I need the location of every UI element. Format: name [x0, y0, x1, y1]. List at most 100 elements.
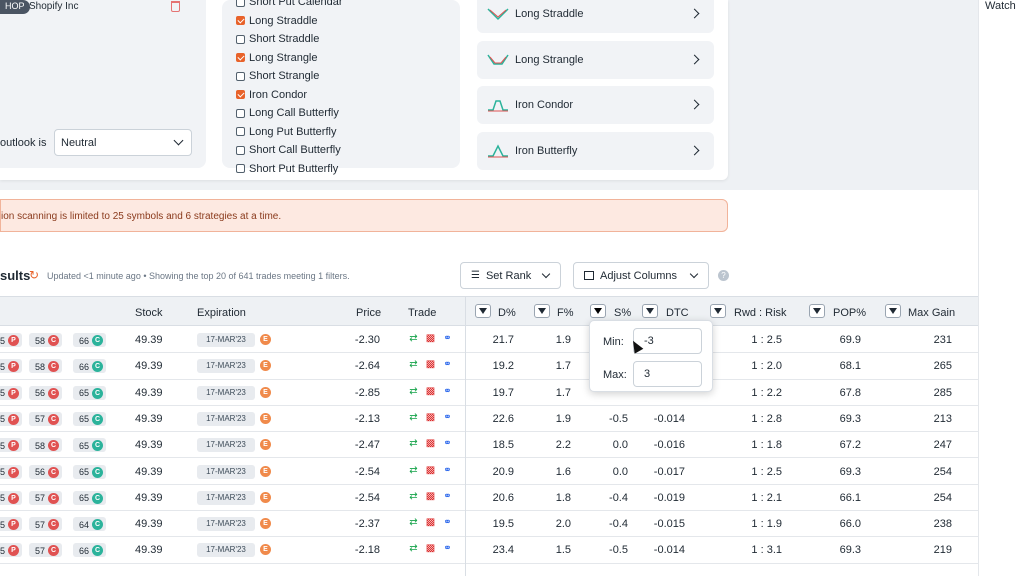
strategy-option[interactable]: Iron Condor [236, 86, 343, 105]
swap-icon[interactable]: ⇄ [409, 333, 418, 344]
swap-icon[interactable]: ⇄ [409, 385, 418, 397]
table-row[interactable]: 5 P 57 C 65 C 49.39 17-MAR'23 E -2.54 ⇄ ▩ ⚭ 20.6 1.8 -0… [0, 485, 978, 512]
col-reward-risk[interactable]: Rwd : Risk [734, 307, 787, 319]
symbol-badge[interactable]: HOP [0, 0, 30, 14]
set-rank-button[interactable]: ☰ Set Rank [460, 262, 561, 289]
link-icon[interactable]: ⚭ [443, 543, 452, 555]
col-stock[interactable]: Stock [135, 307, 163, 319]
checkbox[interactable] [236, 127, 245, 137]
chart-icon[interactable]: ▩ [425, 333, 436, 344]
col-trade[interactable]: Trade [408, 307, 437, 319]
chart-icon[interactable]: ▩ [425, 490, 436, 502]
link-icon[interactable]: ⚭ [443, 333, 452, 344]
link-icon[interactable]: ⚭ [443, 411, 452, 423]
table-row[interactable]: 5 P 58 C 66 C 49.39 17-MAR'23 E -2.64 ⇄ ▩ ⚭ 19.2 1.7 1 … [0, 353, 978, 380]
chart-icon[interactable]: ▩ [425, 543, 436, 555]
col-price[interactable]: Price [356, 307, 382, 319]
strategy-option[interactable]: Long Put Butterfly [236, 123, 343, 142]
table-row[interactable]: 5 P 57 C 64 C 49.39 17-MAR'23 E -2.37 ⇄ ▩ ⚭ 19.5 2.0 -0… [0, 511, 978, 538]
checkbox[interactable] [236, 0, 245, 7]
trade-actions: ⇄ ▩ ⚭ [408, 359, 453, 370]
table-row[interactable]: 5 P 56 C 65 C 49.39 17-MAR'23 E -2.85 ⇄ ▩ ⚭ 19.7 1.7 1 … [0, 380, 978, 406]
max-input[interactable]: 3 [633, 361, 702, 387]
call-long-icon: C [92, 413, 104, 425]
expiration-badge: 17-MAR'23 [197, 517, 255, 532]
chart-icon[interactable]: ▩ [425, 359, 436, 371]
col-d-pct[interactable]: D% [498, 307, 516, 319]
filter-icon[interactable] [642, 304, 658, 318]
col-dtc[interactable]: DTC [666, 307, 689, 319]
trash-icon[interactable] [171, 1, 180, 12]
table-row[interactable]: 5 P 57 C 66 C 49.39 17-MAR'23 E -2.18 ⇄ ▩ ⚭ 23.4 1.5 -0… [0, 537, 978, 564]
stock-price: 49.39 [135, 386, 163, 399]
strategy-config-card: HOP Shopify Inc outlook is Neutral Short… [0, 0, 728, 180]
checkbox[interactable] [236, 108, 245, 118]
checkbox[interactable] [236, 71, 245, 81]
table-row[interactable]: 5 P 56 C 65 C 49.39 17-MAR'23 E -2.54 ⇄ ▩ ⚭ 20.9 1.6 0.… [0, 459, 978, 485]
link-icon[interactable]: ⚭ [443, 490, 452, 502]
checkbox[interactable] [236, 164, 245, 174]
filter-active-icon[interactable] [590, 304, 606, 318]
checkbox[interactable] [236, 16, 245, 26]
strategy-option[interactable]: Short Straddle [236, 30, 343, 49]
chart-icon[interactable]: ▩ [425, 438, 436, 450]
strategy-option[interactable]: Long Straddle [236, 12, 343, 31]
strategy-option[interactable]: Long Call Butterfly [236, 104, 343, 123]
chart-icon[interactable]: ▩ [425, 464, 436, 476]
max-gain-value: 285 [933, 386, 952, 399]
call-long-icon: C [92, 519, 104, 531]
link-icon[interactable]: ⚭ [443, 385, 452, 397]
swap-icon[interactable]: ⇄ [409, 411, 418, 423]
col-pop-pct[interactable]: POP% [833, 307, 867, 319]
filter-icon[interactable] [809, 304, 825, 318]
swap-icon[interactable]: ⇄ [409, 464, 418, 476]
filter-icon[interactable] [534, 304, 550, 318]
link-icon[interactable]: ⚭ [443, 464, 452, 476]
link-icon[interactable]: ⚭ [443, 438, 452, 450]
col-max-gain[interactable]: Max Gain [908, 307, 956, 319]
watch-title[interactable]: Watch [985, 0, 1016, 12]
strategy-option[interactable]: Short Put Calendar [236, 0, 343, 12]
chart-icon[interactable]: ▩ [425, 517, 436, 529]
filter-icon[interactable] [885, 304, 901, 318]
strategy-option[interactable]: Short Put Butterfly [236, 160, 343, 179]
chevron-right-icon [689, 145, 700, 156]
checkbox[interactable] [236, 53, 245, 63]
leg-strike: 5 [0, 414, 6, 425]
table-row[interactable]: 5 P 58 C 66 C 49.39 17-MAR'23 E -2.30 ⇄ ▩ ⚭ 21.7 1.9 1 … [0, 327, 978, 354]
col-expiration[interactable]: Expiration [197, 307, 246, 319]
put-icon: P [8, 545, 20, 557]
swap-icon[interactable]: ⇄ [409, 517, 418, 529]
strategy-button-long-straddle[interactable]: Long Straddle [477, 0, 714, 33]
chart-icon[interactable]: ▩ [425, 411, 436, 423]
outlook-select[interactable]: Neutral [54, 129, 192, 156]
link-icon[interactable]: ⚭ [443, 517, 452, 529]
swap-icon[interactable]: ⇄ [409, 490, 418, 502]
leg-strike: 5 [0, 493, 6, 504]
strategy-option[interactable]: Short Strangle [236, 67, 343, 86]
chart-icon[interactable]: ▩ [425, 385, 436, 397]
swap-icon[interactable]: ⇄ [409, 543, 418, 555]
filter-icon[interactable] [475, 304, 491, 318]
strategy-button-long-strangle[interactable]: Long Strangle [477, 41, 714, 79]
link-icon[interactable]: ⚭ [443, 359, 452, 371]
strategy-button-iron-condor[interactable]: Iron Condor [477, 86, 714, 124]
swap-icon[interactable]: ⇄ [409, 359, 418, 371]
table-row[interactable]: 5 P 58 C 65 C 49.39 17-MAR'23 E -2.47 ⇄ ▩ ⚭ 18.5 2.2 0.… [0, 432, 978, 459]
stock-price: 49.39 [135, 544, 163, 557]
adjust-columns-button[interactable]: Adjust Columns [573, 262, 709, 289]
refresh-icon[interactable]: ↻ [29, 268, 40, 282]
strategy-option[interactable]: Short Call Butterfly [236, 141, 343, 160]
strategy-option[interactable]: Long Strangle [236, 49, 343, 68]
strategy-button-iron-butterfly[interactable]: Iron Butterfly [477, 132, 714, 170]
checkbox[interactable] [236, 145, 245, 155]
help-icon[interactable]: ? [718, 270, 729, 281]
col-f-pct[interactable]: F% [557, 307, 574, 319]
min-input[interactable]: -3 [633, 328, 702, 354]
checkbox[interactable] [236, 90, 245, 100]
col-s-pct[interactable]: S% [614, 307, 632, 319]
filter-icon[interactable] [710, 304, 726, 318]
checkbox[interactable] [236, 34, 245, 44]
table-row[interactable]: 5 P 57 C 65 C 49.39 17-MAR'23 E -2.13 ⇄ ▩ ⚭ 22.6 1.9 -0… [0, 406, 978, 433]
swap-icon[interactable]: ⇄ [409, 438, 418, 450]
